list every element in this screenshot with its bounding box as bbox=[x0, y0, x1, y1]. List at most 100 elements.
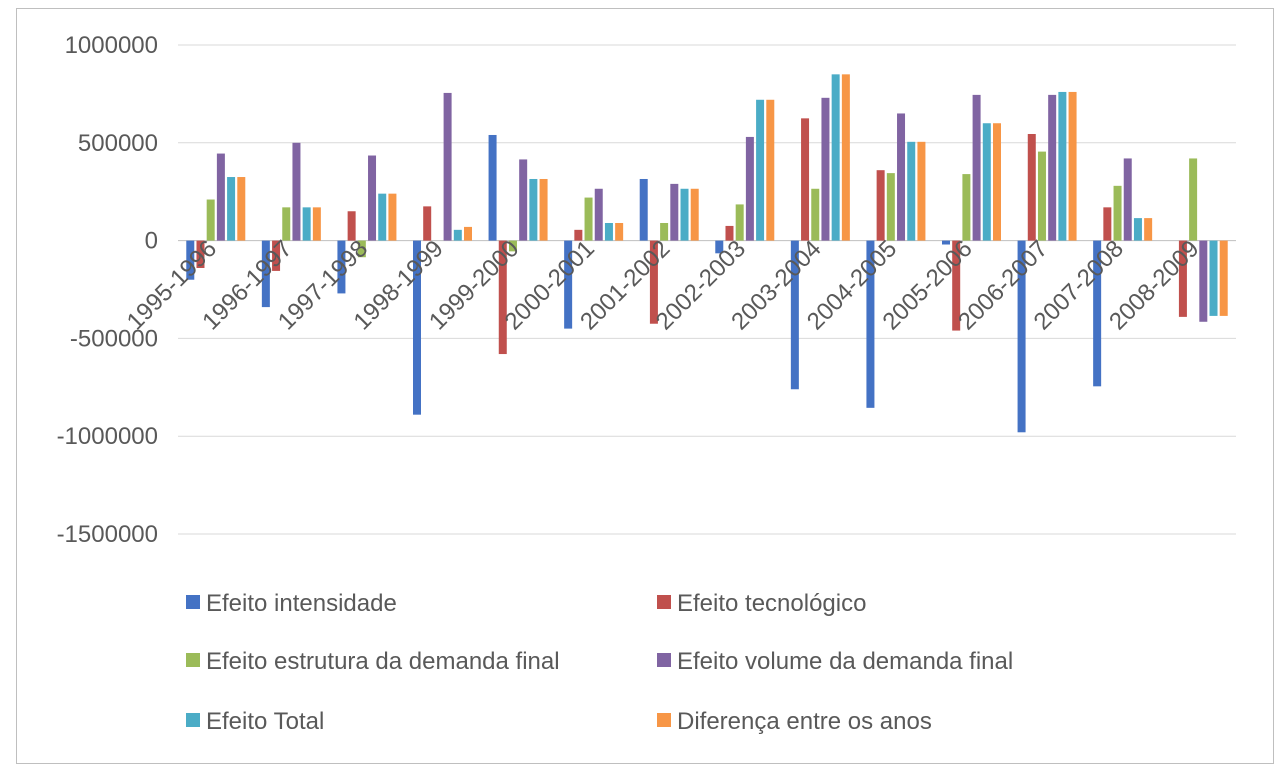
bars bbox=[186, 74, 1228, 433]
bar bbox=[831, 74, 840, 241]
bar bbox=[237, 177, 246, 241]
bar bbox=[821, 97, 830, 241]
bar bbox=[982, 123, 991, 241]
bar bbox=[368, 155, 377, 241]
bar bbox=[594, 188, 603, 241]
bar bbox=[1123, 158, 1132, 241]
y-axis: 1000000 500000 0 -500000 -1000000 -1500000 bbox=[57, 32, 158, 548]
bar bbox=[897, 113, 906, 241]
bar bbox=[876, 170, 885, 241]
bar bbox=[508, 240, 517, 252]
bar bbox=[347, 211, 356, 241]
bar bbox=[972, 94, 981, 241]
bar bbox=[756, 99, 765, 241]
bar bbox=[660, 222, 669, 241]
bar bbox=[907, 141, 916, 241]
legend: Efeito intensidade Efeito tecnológico Efei… bbox=[186, 590, 1013, 735]
bar bbox=[388, 193, 397, 241]
y-tick-label: 0 bbox=[145, 228, 158, 255]
bar bbox=[917, 141, 926, 241]
bar bbox=[206, 199, 215, 241]
bar bbox=[1058, 91, 1067, 241]
bar bbox=[302, 207, 311, 241]
bar bbox=[766, 99, 775, 241]
bar bbox=[790, 240, 799, 390]
legend-swatch bbox=[657, 595, 671, 609]
bar bbox=[539, 178, 548, 241]
bar bbox=[1219, 240, 1228, 316]
bar bbox=[584, 197, 593, 241]
bar bbox=[261, 240, 270, 308]
legend-swatch bbox=[186, 595, 200, 609]
bar bbox=[1133, 218, 1142, 241]
legend-label: Efeito tecnológico bbox=[677, 590, 866, 617]
bar bbox=[690, 188, 699, 241]
bar bbox=[529, 178, 538, 241]
bar bbox=[282, 207, 291, 241]
bar bbox=[216, 153, 225, 241]
bar bbox=[312, 207, 321, 241]
bar bbox=[272, 240, 281, 271]
bar bbox=[1178, 240, 1187, 317]
bar bbox=[357, 240, 366, 258]
bar bbox=[962, 174, 971, 241]
bar bbox=[464, 226, 472, 241]
bar bbox=[337, 240, 346, 294]
bar bbox=[615, 222, 624, 241]
bar bbox=[952, 240, 961, 331]
bar bbox=[680, 188, 689, 241]
bar bbox=[639, 178, 648, 241]
bar bbox=[196, 240, 205, 268]
bar bbox=[670, 183, 679, 241]
legend-swatch bbox=[186, 713, 200, 727]
bar bbox=[1199, 240, 1208, 322]
y-tick-label: 1000000 bbox=[65, 32, 158, 59]
bar bbox=[519, 159, 528, 241]
bar bbox=[1189, 158, 1198, 241]
bar bbox=[1144, 218, 1153, 241]
bar bbox=[745, 136, 754, 241]
y-tick-label: -1500000 bbox=[57, 521, 158, 548]
y-tick-label: -1000000 bbox=[57, 423, 158, 450]
bar bbox=[841, 74, 850, 241]
legend-swatch bbox=[657, 713, 671, 727]
legend-label: Efeito estrutura da demanda final bbox=[206, 648, 560, 675]
bar bbox=[811, 188, 820, 241]
bar bbox=[993, 123, 1001, 241]
bar bbox=[574, 229, 583, 241]
bar bbox=[1017, 240, 1026, 433]
y-tick-label: 500000 bbox=[78, 130, 158, 157]
bar bbox=[488, 134, 497, 241]
bar bbox=[498, 240, 507, 355]
bar bbox=[801, 118, 810, 241]
bar bbox=[378, 193, 387, 241]
legend-label: Efeito Total bbox=[206, 708, 324, 735]
bar bbox=[453, 229, 462, 241]
legend-swatch bbox=[186, 653, 200, 667]
bar bbox=[292, 142, 301, 241]
bar bbox=[186, 240, 195, 280]
bar bbox=[1027, 133, 1036, 241]
bar bbox=[604, 222, 613, 241]
bar bbox=[1209, 240, 1218, 316]
bar bbox=[735, 204, 744, 241]
bar bbox=[1048, 94, 1057, 241]
legend-swatch bbox=[657, 653, 671, 667]
bar bbox=[1068, 91, 1077, 241]
bar bbox=[886, 173, 895, 241]
y-tick-label: -500000 bbox=[70, 325, 158, 352]
bar bbox=[866, 240, 875, 408]
legend-label: Efeito volume da demanda final bbox=[677, 648, 1013, 675]
bar bbox=[1037, 151, 1046, 241]
x-axis: 1995-19961996-19971997-19981998-19991999… bbox=[122, 235, 1205, 335]
bar bbox=[413, 240, 421, 415]
bar bbox=[443, 92, 452, 241]
bar bbox=[715, 240, 724, 254]
bar bbox=[227, 177, 236, 241]
legend-label: Diferença entre os anos bbox=[677, 708, 932, 735]
bar bbox=[649, 240, 658, 324]
bar bbox=[423, 206, 432, 241]
bar bbox=[1093, 240, 1102, 387]
bar bbox=[942, 240, 950, 245]
